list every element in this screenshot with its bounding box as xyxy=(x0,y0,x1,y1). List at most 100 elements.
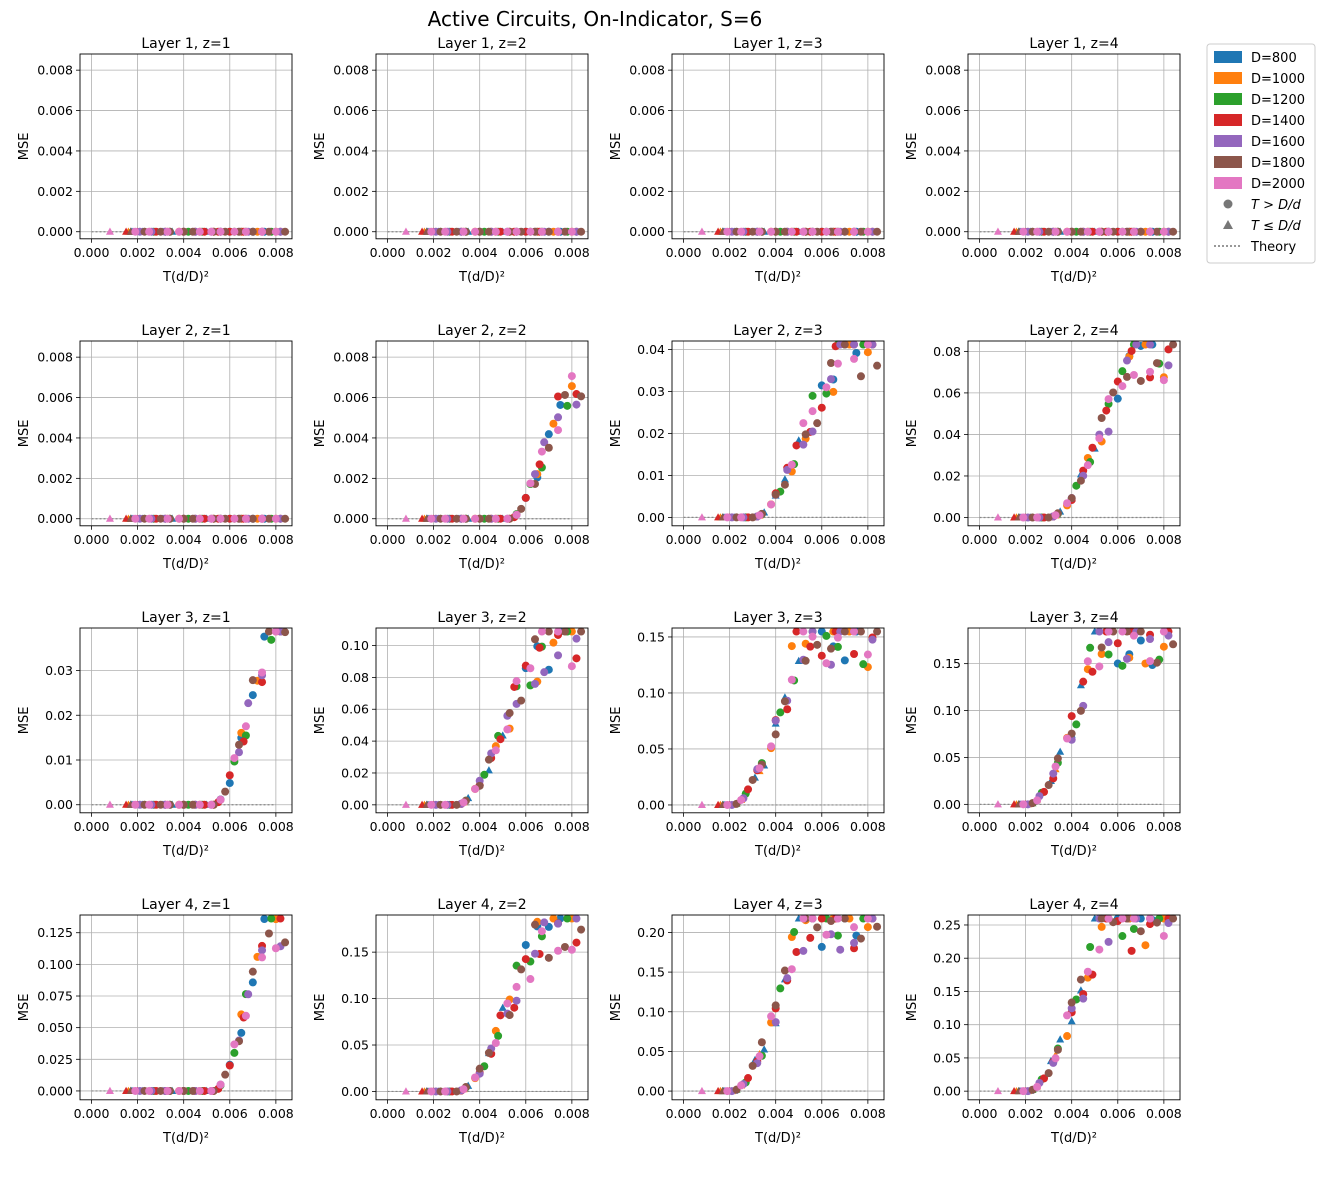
data-point xyxy=(771,1001,780,1010)
y-tick-label: 0.008 xyxy=(37,350,73,365)
data-point xyxy=(258,953,267,962)
data-point xyxy=(1169,640,1178,649)
data-point xyxy=(787,227,796,236)
data-point xyxy=(1136,376,1145,385)
data-point xyxy=(1129,924,1138,933)
data-point xyxy=(767,742,776,751)
subplot: Layer 3, z=1 0.000 0.002 0.004 0.006 0.008 0.0… xyxy=(17,610,294,859)
x-tick-label: 0.008 xyxy=(258,245,294,260)
data-point xyxy=(1104,395,1113,404)
data-point xyxy=(521,493,530,502)
data-point xyxy=(459,798,468,807)
y-tick-label: 0.06 xyxy=(933,385,961,400)
y-tick-label: 0.10 xyxy=(341,991,369,1006)
legend-label: D=1000 xyxy=(1251,72,1305,87)
y-tick-label: 0.008 xyxy=(333,63,369,78)
data-point xyxy=(526,975,535,984)
data-point xyxy=(873,227,882,236)
data-point xyxy=(131,1086,140,1095)
data-point xyxy=(264,627,273,636)
data-point xyxy=(195,227,204,236)
data-point xyxy=(494,1031,503,1040)
x-axis-label: T(d/D)² xyxy=(754,844,801,859)
data-point xyxy=(780,966,789,975)
x-tick-label: 0.004 xyxy=(1054,532,1090,547)
data-point xyxy=(1152,658,1161,667)
data-point xyxy=(1053,1045,1062,1054)
y-tick-label: 0.004 xyxy=(37,143,73,158)
x-axis-label: T(d/D)² xyxy=(162,1131,209,1146)
y-tick-label: 0.004 xyxy=(333,430,369,445)
data-point xyxy=(175,800,184,809)
y-tick-label: 0.004 xyxy=(37,430,73,445)
y-tick-label: 0.002 xyxy=(37,471,73,486)
data-point xyxy=(563,401,572,410)
legend-swatch xyxy=(1214,93,1242,105)
data-point xyxy=(491,514,500,523)
plot-area xyxy=(80,628,292,813)
data-point xyxy=(248,967,257,976)
legend-label: T ≤ D/d xyxy=(1251,219,1301,234)
x-tick-label: 0.004 xyxy=(1054,245,1090,260)
data-point xyxy=(531,635,539,644)
data-point xyxy=(808,632,817,641)
x-tick-label: 0.000 xyxy=(74,245,110,260)
data-point xyxy=(156,800,165,809)
data-point xyxy=(806,933,815,942)
y-tick-label: 0.20 xyxy=(637,925,665,940)
legend-label: D=1600 xyxy=(1251,135,1305,150)
data-point xyxy=(427,514,436,523)
data-point xyxy=(1152,359,1161,368)
data-point xyxy=(799,419,808,428)
data-point xyxy=(1095,945,1104,954)
data-point xyxy=(549,638,558,647)
subplot-title: Layer 4, z=4 xyxy=(1029,897,1118,913)
data-point xyxy=(1169,914,1178,923)
x-tick-label: 0.008 xyxy=(850,532,886,547)
data-point xyxy=(744,1074,753,1083)
data-point xyxy=(188,227,197,236)
axes-frame xyxy=(967,53,1181,240)
data-point xyxy=(873,922,882,931)
data-point xyxy=(1079,994,1088,1003)
data-point xyxy=(1146,920,1155,929)
legend: D=800 D=1000 D=1200 D=1400 D=1600 D=1800 D=200… xyxy=(1206,43,1316,264)
data-point xyxy=(1129,227,1138,236)
data-point xyxy=(230,754,239,763)
data-point xyxy=(471,1073,480,1082)
legend-swatch xyxy=(1214,72,1242,84)
data-point xyxy=(459,227,468,236)
data-point xyxy=(790,928,799,937)
data-point xyxy=(1076,476,1085,485)
legend-label: D=800 xyxy=(1251,51,1297,66)
legend-label: D=1800 xyxy=(1251,156,1305,171)
data-point xyxy=(554,413,563,422)
data-point xyxy=(840,340,849,349)
y-tick-label: 0.000 xyxy=(333,511,369,526)
x-tick-label: 0.000 xyxy=(74,532,110,547)
plot-area xyxy=(80,915,292,1100)
x-tick-label: 0.006 xyxy=(508,1106,544,1121)
data-point xyxy=(216,514,225,523)
x-tick-label: 0.000 xyxy=(666,819,702,834)
axes-frame xyxy=(79,340,293,527)
y-tick-label: 0.002 xyxy=(925,184,961,199)
y-tick-label: 0.006 xyxy=(629,103,665,118)
data-point xyxy=(806,642,815,651)
x-tick-label: 0.008 xyxy=(554,819,590,834)
data-point xyxy=(531,920,539,929)
data-point xyxy=(850,923,859,932)
y-axis-label: MSE xyxy=(17,420,32,448)
y-tick-label: 0.000 xyxy=(37,511,73,526)
x-tick-label: 0.008 xyxy=(850,819,886,834)
data-point xyxy=(537,227,546,236)
data-point xyxy=(1083,967,1092,976)
data-point xyxy=(1097,413,1106,422)
y-tick-label: 0.00 xyxy=(341,1084,369,1099)
data-point xyxy=(771,730,780,739)
x-axis-label: T(d/D)² xyxy=(754,557,801,572)
data-point-triangle xyxy=(105,514,114,522)
data-point xyxy=(840,627,849,636)
data-point xyxy=(225,1061,234,1070)
